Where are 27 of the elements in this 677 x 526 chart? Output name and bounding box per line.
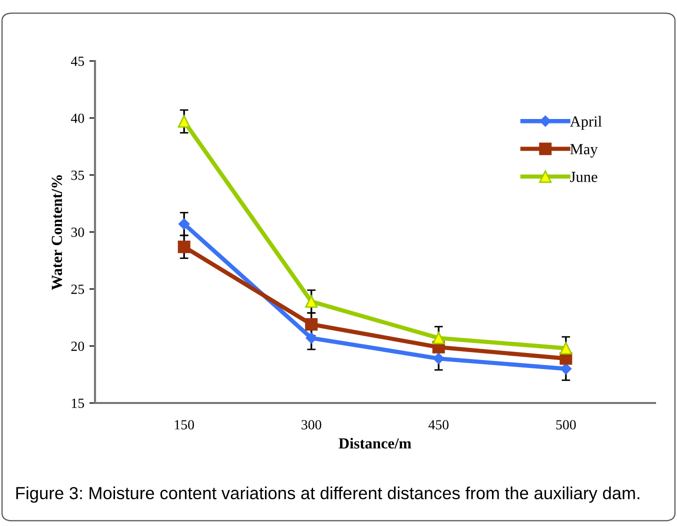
legend-label: June [570,172,598,182]
y-tick-label: 15 [72,398,84,408]
y-tick-label: 45 [70,56,84,66]
point [178,218,190,230]
y-tick-label: 20 [71,342,84,351]
x-tick-label: 450 [428,420,449,430]
legend-label: April [570,116,602,130]
y-axis-title: Water Content/% [52,175,62,290]
legend-label: May [570,144,598,158]
y-tick-label: 30 [71,228,84,237]
point [305,318,318,331]
y-tick-label: 40 [70,114,84,123]
x-axis-title: Distance/m [338,438,412,449]
x-tick-label: 300 [302,420,322,430]
x-tick-label: 500 [556,420,576,430]
point [432,332,445,344]
point [433,352,444,364]
point [178,240,190,254]
point [305,295,318,308]
caption: Figure 3: Moisture content variations at different distances from the auxiliary dam. [16,486,640,503]
x-tick-label: 150 [174,420,194,430]
point [306,332,317,344]
point [560,342,572,355]
y-tick-label: 25 [71,284,84,294]
point [178,115,190,128]
y-tick-label: 35 [71,170,84,180]
point [560,363,572,374]
